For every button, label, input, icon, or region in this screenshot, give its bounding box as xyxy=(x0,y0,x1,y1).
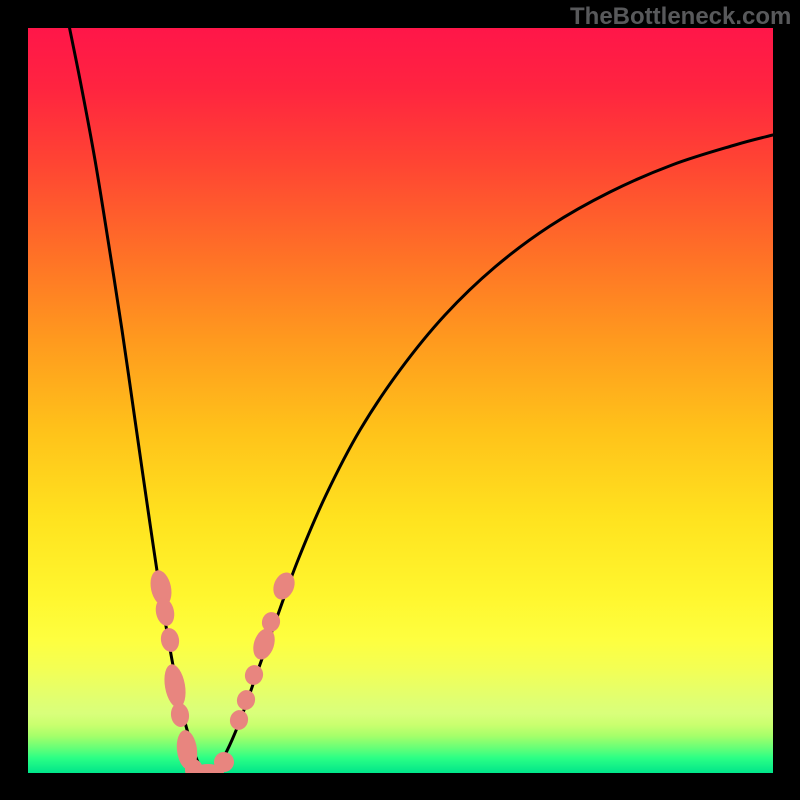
plot-background-gradient xyxy=(28,28,773,773)
chart-container: TheBottleneck.com xyxy=(0,0,800,800)
chart-svg xyxy=(0,0,800,800)
watermark-text: TheBottleneck.com xyxy=(570,3,791,31)
